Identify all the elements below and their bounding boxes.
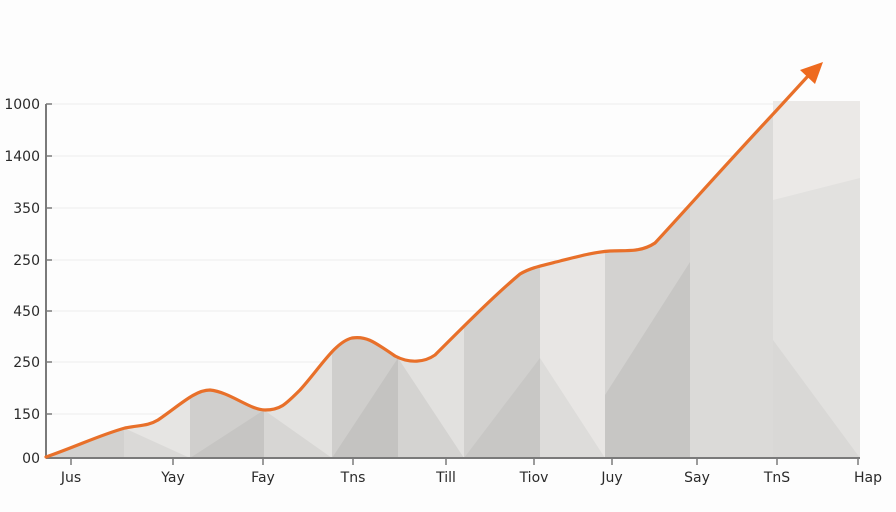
x-ticks <box>70 458 859 465</box>
axes <box>45 104 860 459</box>
x-tick-label: Hap <box>854 470 882 486</box>
trend-line <box>44 74 810 459</box>
y-ticks <box>46 103 52 415</box>
y-tick-label: 350 <box>13 201 40 217</box>
x-tick-label: TnS <box>763 470 791 486</box>
y-tick-label: 450 <box>13 304 40 320</box>
arrow-head-icon <box>800 62 823 84</box>
x-tick-label: Fay <box>251 470 275 486</box>
area-fill <box>46 101 773 458</box>
x-tick-label: Yay <box>161 470 185 486</box>
x-tick-label: Tns <box>340 470 366 486</box>
y-tick-label: 250 <box>13 355 40 371</box>
x-tick-label: Jus <box>60 470 82 486</box>
x-tick-label: Till <box>436 470 456 486</box>
y-tick-label: 00 <box>22 451 40 467</box>
x-tick-label: Tiov <box>519 470 549 486</box>
y-tick-label: 1400 <box>4 149 40 165</box>
y-tick-label: 1000 <box>4 97 40 113</box>
y-tick-label: 250 <box>13 253 40 269</box>
x-tick-label: Juy <box>601 470 623 486</box>
x-tick-label: Say <box>684 470 710 486</box>
y-tick-label: 150 <box>13 407 40 423</box>
column-bands <box>773 101 860 458</box>
